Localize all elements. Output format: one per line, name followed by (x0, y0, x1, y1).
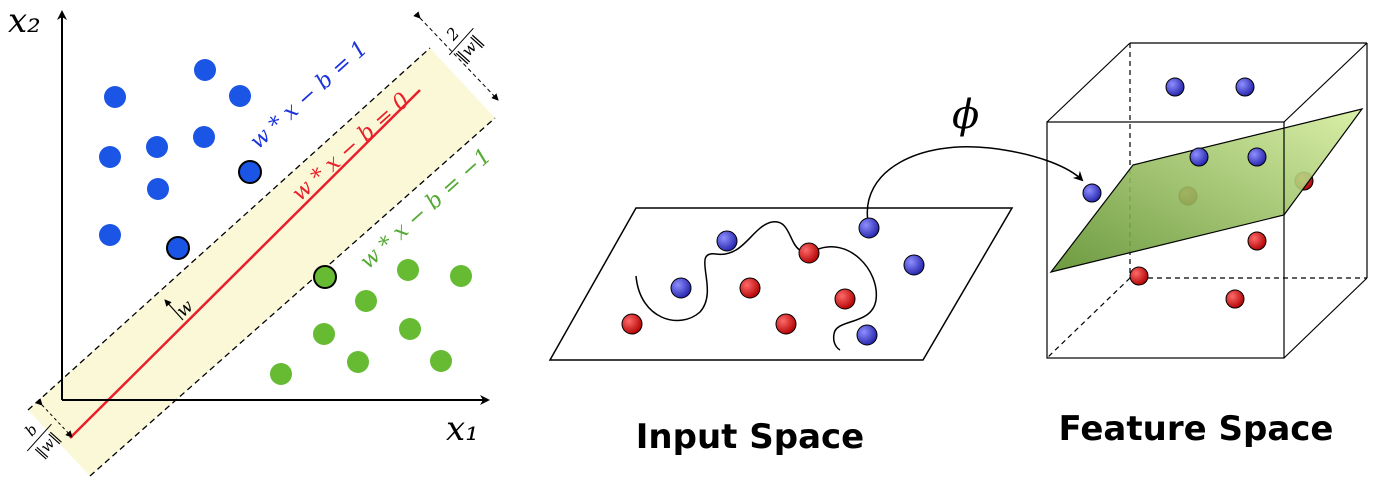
blue-point (194, 59, 216, 81)
feature-blue-point (1165, 77, 1185, 97)
input-blue-point (903, 254, 925, 276)
offset-numerator: b (21, 421, 41, 440)
cube-edge (1283, 42, 1368, 123)
input-red-point (621, 313, 643, 335)
input-red-point (834, 288, 856, 310)
green-point (399, 318, 421, 340)
green-point (450, 265, 472, 287)
blue-point (147, 178, 169, 200)
feature-space-panel: Feature Space (1046, 42, 1368, 449)
phi-label: ϕ (952, 92, 979, 138)
offset-arrow (35, 398, 73, 438)
hyperplane-line (69, 89, 421, 439)
feature-blue-point (1082, 183, 1102, 203)
green-point (430, 350, 452, 372)
blue-support-vector (166, 236, 190, 260)
green-support-vector (313, 265, 337, 289)
feature-blue-point (1247, 147, 1267, 167)
blue-point (146, 136, 168, 158)
blue-point (229, 85, 251, 107)
nonlinear-decision-curve (635, 221, 877, 351)
blue-point (99, 224, 121, 246)
green-point (355, 290, 377, 312)
input-blue-point (670, 277, 692, 299)
phi-mapping-arrow (866, 146, 1084, 223)
input-space-plane (548, 207, 1014, 361)
blue-support-vector (238, 160, 262, 184)
input-red-point (775, 313, 797, 335)
margin-width-numerator: 2 (442, 24, 464, 45)
cube-front-face (1046, 121, 1285, 359)
blue-class-points (99, 59, 251, 246)
upper-margin-line (27, 47, 431, 411)
input-blue-point (856, 324, 878, 346)
cube-hidden-edge (1046, 277, 1131, 359)
feature-space-label: Feature Space (1059, 409, 1334, 449)
input-space-panel: ϕ Input Space (548, 92, 1084, 457)
input-space-label: Input Space (636, 417, 864, 457)
lower-margin-line (89, 117, 496, 477)
cube-edge (1283, 277, 1368, 359)
margin-width-arrow (413, 11, 499, 101)
margin-width-bar (448, 27, 474, 56)
feature-red-point (1247, 231, 1267, 251)
x1-axis-label: x₁ (446, 409, 479, 449)
w-normal-arrow (164, 299, 184, 321)
input-blue-points (670, 217, 925, 346)
offset-bar (26, 423, 52, 452)
feature-red-point (1225, 289, 1245, 309)
svm-panel: w 2 ‖w‖ b ‖w‖ w * x − b = 1 w * x − b = … (8, 1, 499, 477)
input-red-point (798, 242, 820, 264)
input-blue-point (858, 217, 880, 239)
feature-red-point (1129, 266, 1149, 286)
input-red-point (739, 277, 761, 299)
green-point (313, 323, 335, 345)
blue-point (193, 126, 215, 148)
blue-point (99, 146, 121, 168)
input-red-points (621, 242, 856, 335)
blue-point (104, 86, 126, 108)
margin-band (28, 48, 495, 476)
cube-edge (1046, 42, 1131, 123)
green-class-points (270, 259, 472, 385)
green-point (397, 259, 419, 281)
input-blue-point (716, 230, 738, 252)
feature-blue-point (1189, 147, 1209, 167)
green-point (270, 363, 292, 385)
x2-axis-label: x₂ (8, 1, 41, 41)
feature-blue-point (1235, 77, 1255, 97)
green-point (347, 351, 369, 373)
